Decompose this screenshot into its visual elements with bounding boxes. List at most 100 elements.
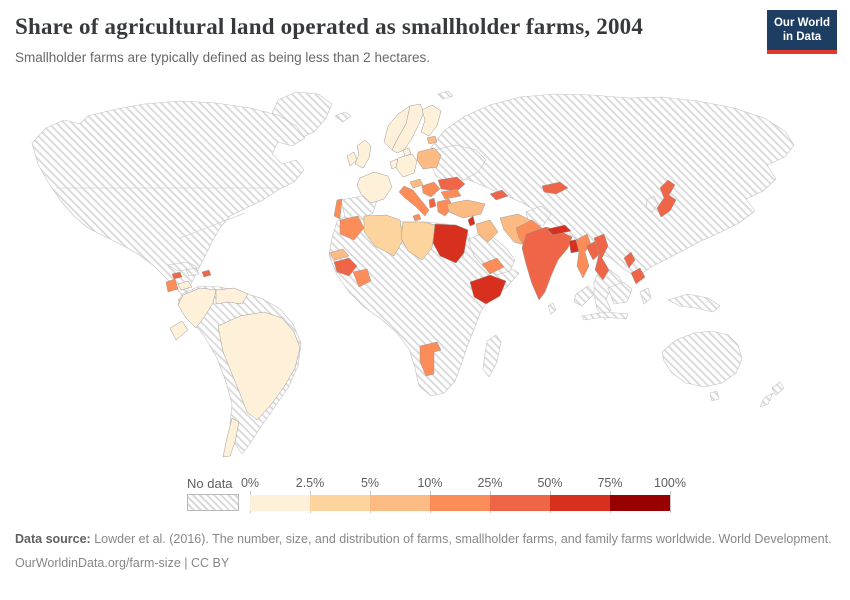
region-hispaniola[interactable] bbox=[185, 267, 200, 277]
country-austria[interactable] bbox=[409, 178, 424, 189]
country-united-kingdom[interactable] bbox=[354, 139, 372, 169]
country-finland[interactable] bbox=[420, 104, 442, 137]
region-iceland[interactable] bbox=[334, 111, 352, 123]
owid-logo-line1: Our World bbox=[773, 17, 830, 29]
country-senegal[interactable] bbox=[328, 248, 350, 261]
country-algeria[interactable] bbox=[363, 214, 404, 257]
legend-bin-75-100%[interactable] bbox=[610, 495, 670, 511]
country-morocco[interactable] bbox=[339, 215, 365, 241]
region-russia-asia[interactable] bbox=[426, 93, 795, 278]
country-germany[interactable] bbox=[395, 153, 418, 178]
country-honduras[interactable] bbox=[177, 280, 193, 291]
legend-no-data-label: No data bbox=[187, 476, 233, 491]
legend-bin-10-25%[interactable] bbox=[430, 495, 490, 511]
legend-bin-0-2.5%[interactable] bbox=[250, 495, 310, 511]
region-new-zealand-north[interactable] bbox=[771, 381, 785, 396]
legend-tick-label: 50% bbox=[537, 476, 563, 490]
country-jamaica[interactable] bbox=[171, 271, 183, 280]
country-guatemala[interactable] bbox=[165, 278, 179, 293]
region-sri-lanka[interactable] bbox=[547, 302, 557, 315]
page-title: Share of agricultural land operated as s… bbox=[15, 14, 644, 39]
data-source-label: Data source: bbox=[15, 532, 91, 546]
country-albania[interactable] bbox=[428, 197, 437, 209]
legend-bin-5-10%[interactable] bbox=[370, 495, 430, 511]
legend-bin-50-75%[interactable] bbox=[550, 495, 610, 511]
border-us-mexico bbox=[179, 212, 246, 239]
country-chile[interactable] bbox=[222, 417, 240, 458]
legend-color-band bbox=[250, 495, 670, 511]
country-kyrgyzstan[interactable] bbox=[541, 181, 569, 195]
country-myanmar[interactable] bbox=[575, 233, 592, 279]
country-vietnam[interactable] bbox=[593, 233, 610, 281]
country-colombia[interactable] bbox=[177, 287, 217, 329]
country-lebanon[interactable] bbox=[467, 215, 476, 227]
country-romania[interactable] bbox=[437, 176, 466, 192]
country-namibia[interactable] bbox=[419, 341, 442, 377]
region-new-guinea[interactable] bbox=[667, 293, 721, 313]
region-tasmania[interactable] bbox=[709, 390, 720, 402]
country-egypt[interactable] bbox=[432, 223, 469, 264]
country-poland[interactable] bbox=[416, 147, 442, 170]
region-sumatra[interactable] bbox=[573, 285, 595, 307]
region-new-zealand-south[interactable] bbox=[759, 392, 774, 408]
legend-bin-25-50%[interactable] bbox=[490, 495, 550, 511]
legend-bin-2.5-5%[interactable] bbox=[310, 495, 370, 511]
legend-tick-label: 5% bbox=[360, 476, 380, 490]
country-japan[interactable] bbox=[656, 179, 677, 218]
legend-tick-label: 25% bbox=[477, 476, 503, 490]
owid-logo[interactable]: Our World in Data bbox=[767, 10, 837, 54]
country-philippines-mindanao[interactable] bbox=[630, 267, 646, 285]
country-puerto-rico[interactable] bbox=[201, 269, 212, 278]
country-yemen[interactable] bbox=[481, 257, 505, 275]
region-borneo[interactable] bbox=[607, 281, 633, 305]
legend-tick-label: 75% bbox=[597, 476, 623, 490]
country-italy[interactable] bbox=[398, 185, 430, 217]
world-map[interactable] bbox=[20, 88, 830, 472]
region-eastern-europe[interactable] bbox=[429, 144, 487, 183]
country-iraq[interactable] bbox=[475, 219, 499, 243]
country-ecuador[interactable] bbox=[169, 320, 189, 341]
map-legend: No data 0% 2.5% 5% 10% 25% 50% 75% 100% bbox=[0, 476, 850, 516]
legend-ticks: 0% 2.5% 5% 10% 25% 50% 75% 100% bbox=[241, 476, 686, 513]
legend-tick-mark bbox=[670, 491, 671, 513]
no-data-hatch-swatch bbox=[187, 494, 239, 511]
data-source-line: Data source: Lowder et al. (2016). The n… bbox=[15, 530, 835, 548]
country-brazil[interactable] bbox=[217, 311, 301, 421]
country-turkey[interactable] bbox=[446, 199, 486, 219]
legend-tick-label: 100% bbox=[654, 476, 686, 490]
legend-no-data[interactable]: No data bbox=[187, 476, 239, 511]
chart-subtitle: Smallholder farms are typically defined … bbox=[15, 50, 430, 65]
country-venezuela[interactable] bbox=[215, 287, 249, 305]
region-java[interactable] bbox=[581, 311, 629, 321]
region-sulawesi[interactable] bbox=[639, 287, 652, 305]
country-france[interactable] bbox=[356, 171, 393, 204]
country-philippines-luzon[interactable] bbox=[623, 251, 636, 269]
region-north-america[interactable] bbox=[31, 100, 306, 297]
owid-logo-line2: in Data bbox=[782, 31, 822, 44]
country-azerbaijan[interactable] bbox=[489, 189, 509, 201]
license-line[interactable]: OurWorldinData.org/farm-size | CC BY bbox=[15, 556, 230, 571]
region-madagascar[interactable] bbox=[482, 334, 502, 378]
country-india[interactable] bbox=[521, 226, 573, 301]
region-svalbard[interactable] bbox=[437, 90, 454, 100]
legend-tick-label: 10% bbox=[417, 476, 443, 490]
country-libya[interactable] bbox=[400, 221, 436, 261]
country-cote-divoire[interactable] bbox=[352, 268, 372, 288]
country-portugal[interactable] bbox=[333, 198, 343, 220]
country-ireland[interactable] bbox=[346, 151, 358, 167]
region-korea[interactable] bbox=[645, 195, 659, 213]
country-bulgaria[interactable] bbox=[440, 188, 462, 200]
country-ethiopia[interactable] bbox=[469, 274, 507, 305]
region-australia[interactable] bbox=[661, 330, 743, 388]
data-source-text: Lowder et al. (2016). The number, size, … bbox=[90, 532, 832, 546]
country-denmark[interactable] bbox=[402, 147, 412, 157]
country-nepal[interactable] bbox=[546, 224, 572, 236]
country-serbia[interactable] bbox=[421, 181, 441, 198]
country-italy-sicily[interactable] bbox=[412, 213, 422, 222]
chart-footer: Data source: Lowder et al. (2016). The n… bbox=[15, 530, 835, 572]
region-cuba[interactable] bbox=[167, 261, 199, 272]
legend-tick-label: 2.5% bbox=[295, 476, 325, 490]
legend-tick-label: 0% bbox=[240, 476, 260, 490]
country-guinea[interactable] bbox=[333, 257, 358, 277]
country-estonia[interactable] bbox=[426, 135, 438, 145]
